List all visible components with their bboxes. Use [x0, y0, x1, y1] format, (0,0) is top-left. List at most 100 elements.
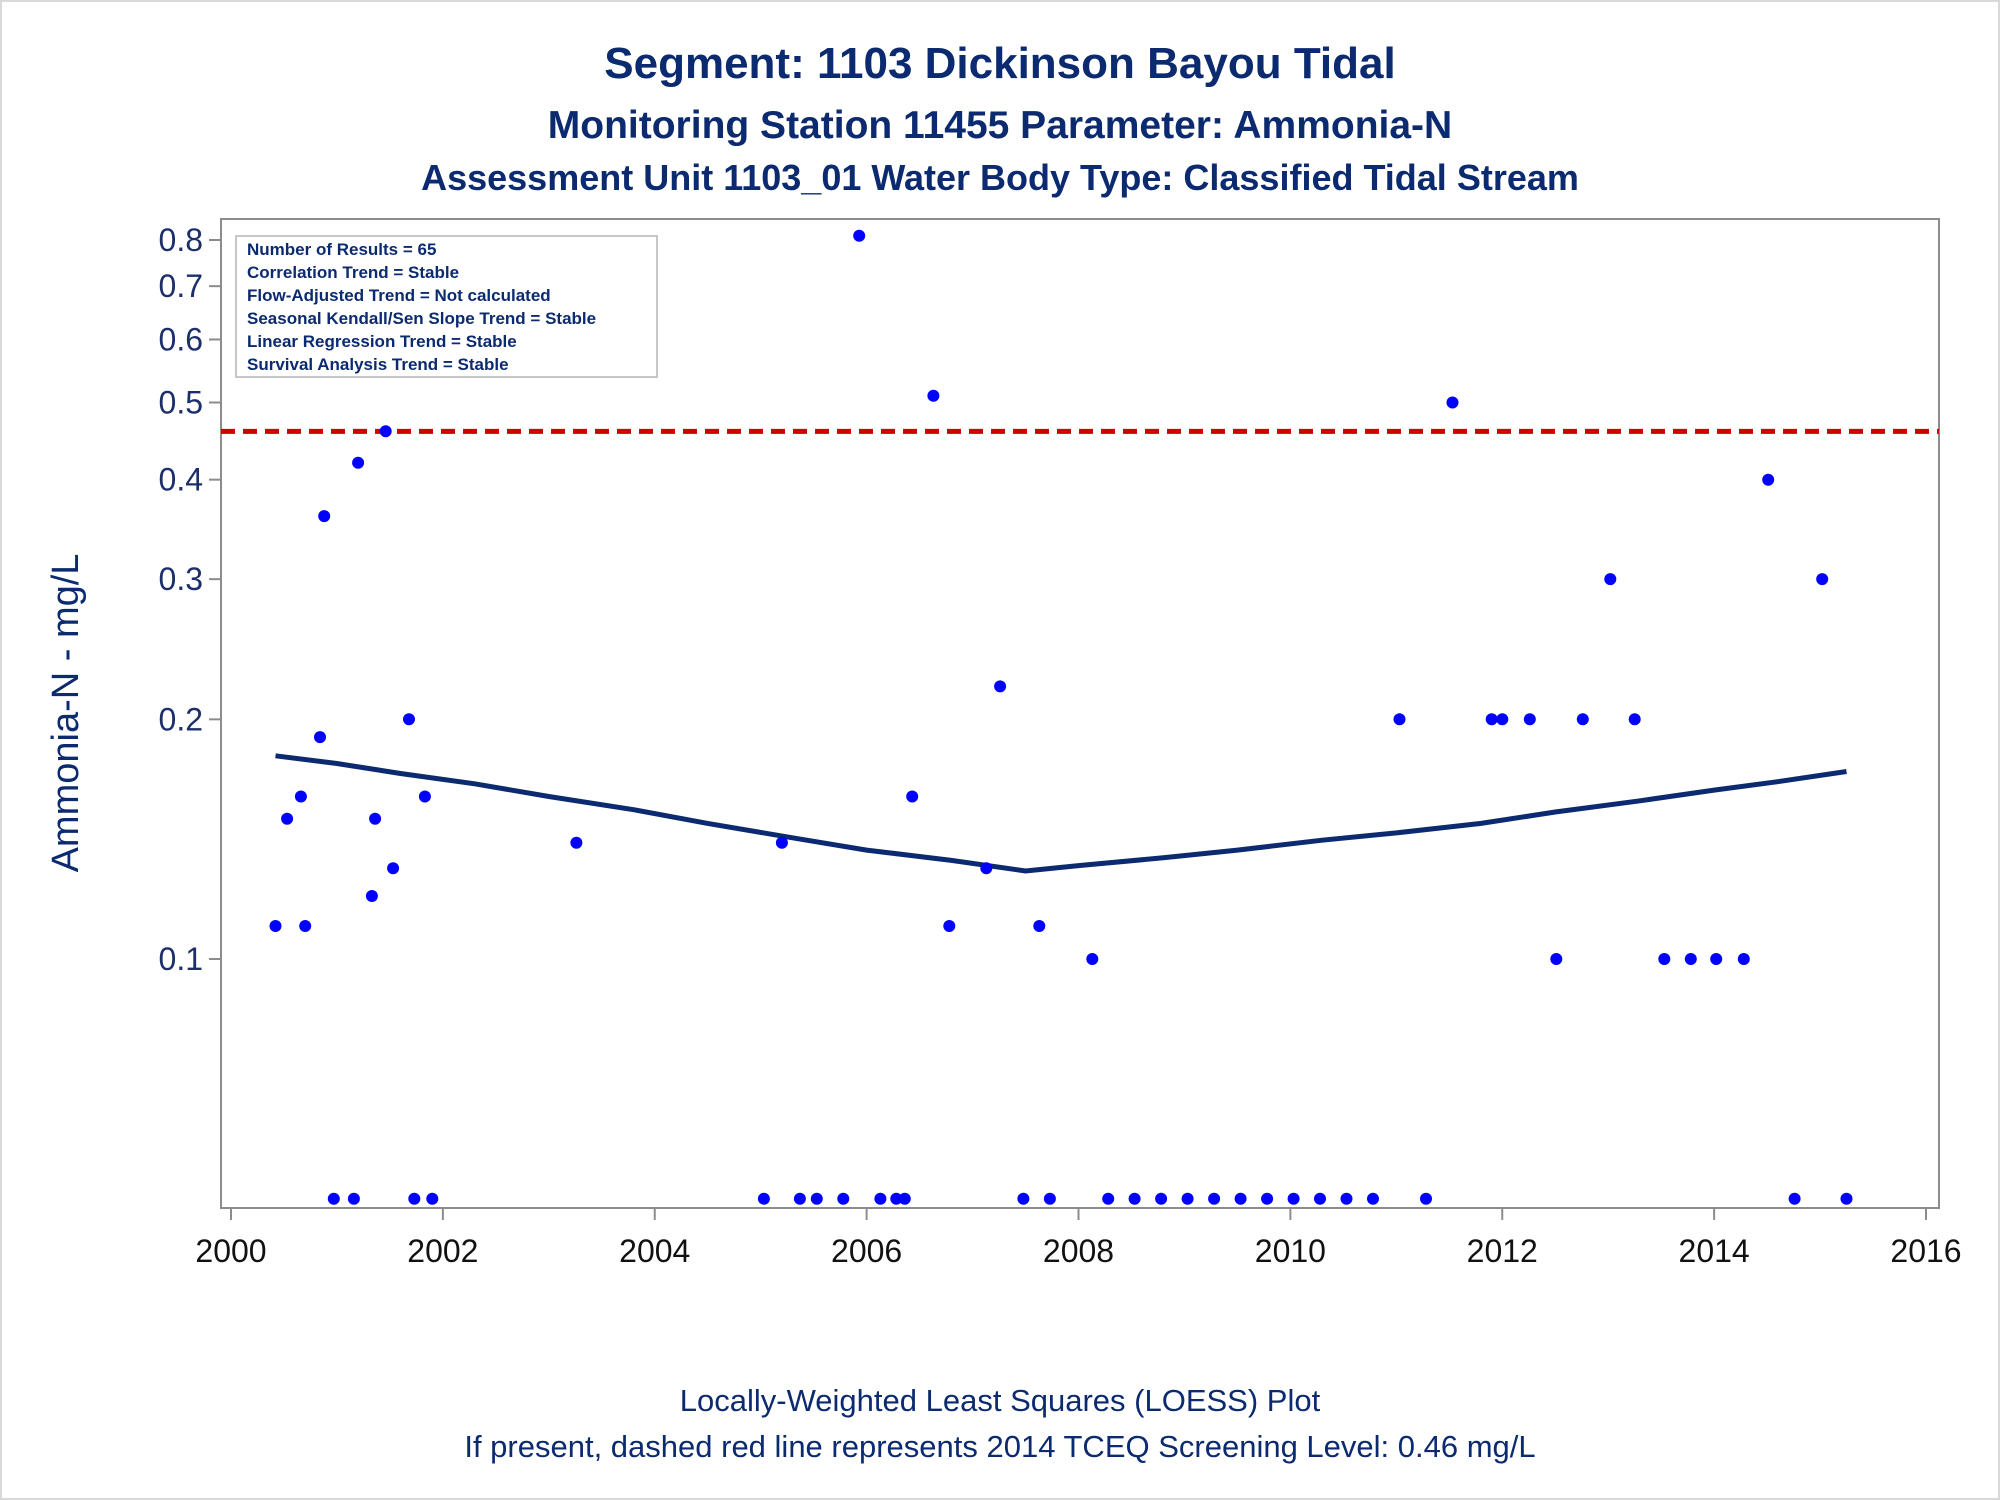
data-point: [1086, 953, 1099, 965]
data-point: [943, 920, 956, 932]
data-point: [318, 510, 331, 523]
data-point: [837, 1192, 850, 1205]
x-tick-label: 2012: [1467, 1233, 1538, 1269]
data-point: [994, 680, 1007, 693]
chart-title: Segment: 1103 Dickinson Bayou Tidal: [604, 39, 1395, 88]
stats-box: Number of Results = 65 Correlation Trend…: [235, 235, 658, 378]
y-tick-label: 0.7: [159, 268, 203, 304]
stats-line: Correlation Trend = Stable: [247, 263, 459, 282]
data-point: [1234, 1192, 1247, 1205]
data-point: [1181, 1192, 1194, 1205]
data-point: [352, 456, 365, 469]
data-point: [365, 890, 378, 902]
data-point: [1420, 1192, 1432, 1205]
data-point: [1762, 473, 1775, 486]
y-axis-label: Ammonia-N - mg/L: [45, 554, 87, 873]
data-point: [1840, 1192, 1853, 1205]
plot-area: [220, 218, 1940, 1209]
data-point: [874, 1192, 887, 1205]
data-point: [898, 1192, 911, 1205]
data-point: [1446, 396, 1459, 409]
data-point: [1816, 573, 1829, 586]
data-point: [418, 790, 431, 803]
stats-line: Number of Results = 65: [247, 240, 436, 259]
stats-line: Linear Regression Trend = Stable: [247, 332, 517, 351]
chart-subtitle: Monitoring Station 11455 Parameter: Ammo…: [548, 104, 1452, 147]
data-point: [1043, 1192, 1056, 1205]
data-point: [1523, 713, 1536, 726]
y-tick-label: 0.3: [159, 561, 203, 597]
data-point: [1340, 1192, 1353, 1205]
data-point: [1393, 713, 1406, 726]
data-point: [1155, 1192, 1168, 1205]
footnote-screening: If present, dashed red line represents 2…: [464, 1429, 1535, 1464]
loess-line: [275, 753, 1847, 874]
data-point: [327, 1192, 340, 1205]
stats-line: Flow-Adjusted Trend = Not calculated: [247, 286, 551, 305]
data-point: [403, 713, 415, 726]
data-point: [379, 425, 392, 438]
y-tick-label: 0.8: [159, 222, 203, 258]
data-point: [347, 1192, 360, 1205]
data-point: [1550, 953, 1563, 965]
data-point: [369, 812, 382, 825]
data-point: [1628, 713, 1641, 726]
x-tick-label: 2000: [195, 1233, 266, 1269]
data-point: [1017, 1192, 1030, 1205]
data-point: [1208, 1192, 1221, 1205]
data-point: [1658, 953, 1671, 965]
data-point: [890, 1192, 903, 1205]
data-point: [810, 1192, 823, 1205]
x-tick-label: 2002: [407, 1233, 478, 1269]
x-tick-label: 2014: [1679, 1233, 1750, 1269]
x-tick-label: 2016: [1890, 1233, 1961, 1269]
data-point: [906, 790, 919, 803]
data-point: [1033, 920, 1046, 932]
data-point: [570, 836, 583, 849]
data-point: [1485, 713, 1498, 726]
data-point: [426, 1192, 439, 1205]
data-point: [1261, 1192, 1274, 1205]
x-tick-label: 2008: [1043, 1233, 1114, 1269]
y-tick-label: 0.6: [159, 321, 203, 357]
data-point: [1737, 953, 1750, 965]
data-point: [281, 812, 294, 825]
data-point: [853, 229, 866, 242]
x-tick-label: 2006: [831, 1233, 902, 1269]
data-point: [775, 836, 788, 849]
data-point: [408, 1192, 421, 1205]
data-point: [294, 790, 307, 803]
data-point: [927, 389, 940, 402]
data-point: [299, 920, 312, 932]
data-point: [1684, 953, 1697, 965]
data-point: [269, 920, 282, 932]
data-point: [1604, 573, 1617, 586]
data-point: [980, 862, 993, 875]
data-point: [1576, 713, 1589, 726]
stats-box-border: [235, 235, 658, 378]
data-point: [387, 862, 400, 875]
x-axis: 2000 2002 2004 2006 2008 2010 2012 2014 2016: [195, 1208, 1962, 1269]
data-point: [793, 1192, 806, 1205]
y-tick-label: 0.4: [159, 462, 203, 498]
data-point: [1710, 953, 1723, 965]
x-tick-label: 2004: [619, 1233, 690, 1269]
data-point: [314, 731, 326, 744]
data-point: [1287, 1192, 1300, 1205]
data-point: [1128, 1192, 1141, 1205]
y-tick-label: 0.5: [159, 385, 203, 421]
footnote-loess: Locally-Weighted Least Squares (LOESS) P…: [680, 1383, 1321, 1418]
data-point: [1367, 1192, 1379, 1205]
stats-line: Survival Analysis Trend = Stable: [247, 355, 509, 374]
y-axis: 0.1 0.2 0.3 0.4 0.5 0.6 0.7 0.8: [159, 222, 221, 977]
y-tick-label: 0.2: [159, 701, 203, 737]
data-points: [269, 229, 1853, 1205]
data-point: [1788, 1192, 1801, 1205]
data-point: [1496, 713, 1509, 726]
data-point: [1314, 1192, 1326, 1205]
y-tick-label: 0.1: [159, 941, 203, 977]
data-point: [1102, 1192, 1115, 1205]
stats-line: Seasonal Kendall/Sen Slope Trend = Stabl…: [247, 309, 596, 328]
data-point: [757, 1192, 770, 1205]
